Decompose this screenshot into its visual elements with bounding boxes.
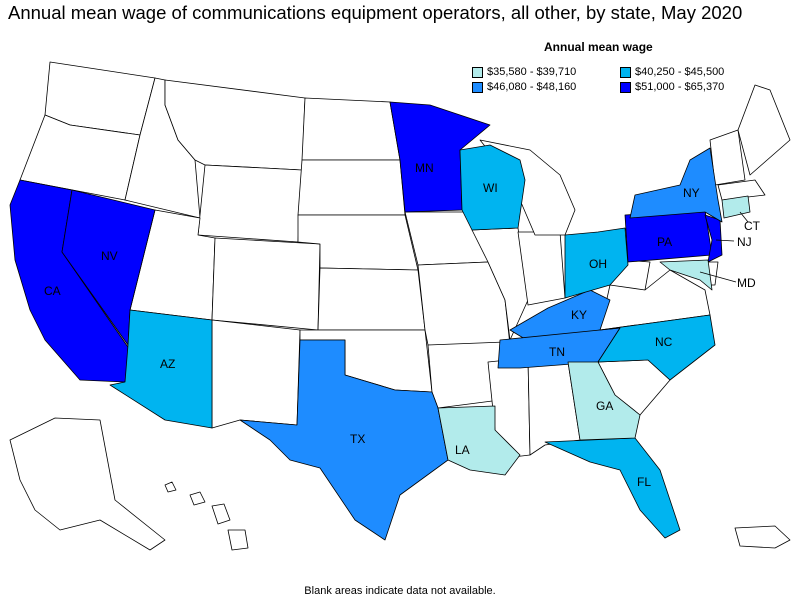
state-MD [659, 259, 713, 291]
state-CO [211, 237, 321, 331]
state-TX [239, 339, 449, 541]
territory-PR [734, 525, 791, 549]
state-WY [197, 164, 303, 243]
state-VT-NH [709, 129, 746, 186]
label-MD: MD [737, 276, 756, 290]
state-NY [629, 147, 723, 223]
state-CT [721, 195, 751, 219]
legend-item-3: $46,080 - $48,160 [472, 81, 576, 93]
map-title: Annual mean wage of communications equip… [8, 2, 743, 23]
state-OH [564, 227, 629, 299]
label-NY: NY [683, 186, 700, 200]
state-LA [437, 405, 521, 476]
legend-item-1: $35,580 - $39,710 [472, 66, 576, 78]
legend-title: Annual mean wage [544, 40, 653, 54]
state-SD [297, 159, 406, 216]
state-HI [164, 481, 249, 551]
state-ND [301, 97, 401, 161]
label-TN: TN [549, 345, 565, 359]
state-FL [544, 437, 681, 539]
legend-label-2: $40,250 - $45,500 [635, 66, 725, 78]
legend-swatch-4 [620, 81, 631, 93]
leader-line-nj [715, 239, 735, 242]
state-NM [211, 319, 301, 429]
label-NC: NC [655, 335, 673, 349]
label-WI: WI [483, 181, 498, 195]
label-OH: OH [589, 257, 607, 271]
legend-item-2: $40,250 - $45,500 [620, 66, 724, 78]
legend-swatch-1 [472, 66, 483, 78]
legend-label-1: $35,580 - $39,710 [487, 66, 577, 78]
legend-item-4: $51,000 - $65,370 [620, 81, 724, 93]
leader-line-md [699, 271, 737, 283]
tier-3-states [239, 147, 723, 541]
legend-label-4: $51,000 - $65,370 [635, 81, 725, 93]
tier-1-states [437, 195, 751, 476]
state-WI [459, 144, 526, 231]
state-AK [9, 417, 166, 551]
label-NJ: NJ [737, 235, 752, 249]
state-KS [317, 267, 426, 331]
label-FL: FL [637, 475, 651, 489]
label-CA: CA [44, 284, 61, 298]
label-MN: MN [415, 161, 434, 175]
state-GA [567, 361, 641, 441]
state-NC [597, 314, 716, 381]
leader-line-ct [739, 211, 749, 223]
label-TX: TX [350, 432, 365, 446]
label-PA: PA [657, 235, 672, 249]
state-ME [737, 84, 791, 176]
label-GA: GA [596, 399, 613, 413]
state-AZ [109, 309, 213, 429]
legend-swatch-2 [620, 66, 631, 78]
blank-states [9, 61, 791, 551]
label-NV: NV [101, 249, 118, 263]
legend-swatch-3 [472, 81, 483, 93]
label-KY: KY [571, 308, 587, 322]
state-AR [427, 341, 506, 409]
state-MA-RI [717, 179, 766, 201]
tier-2-states [109, 144, 716, 539]
label-AZ: AZ [160, 357, 175, 371]
tier-4-states [9, 101, 723, 383]
label-LA: LA [455, 443, 470, 457]
footnote: Blank areas indicate data not available. [304, 585, 496, 597]
label-CT: CT [744, 219, 761, 233]
legend-label-3: $46,080 - $48,160 [487, 81, 577, 93]
